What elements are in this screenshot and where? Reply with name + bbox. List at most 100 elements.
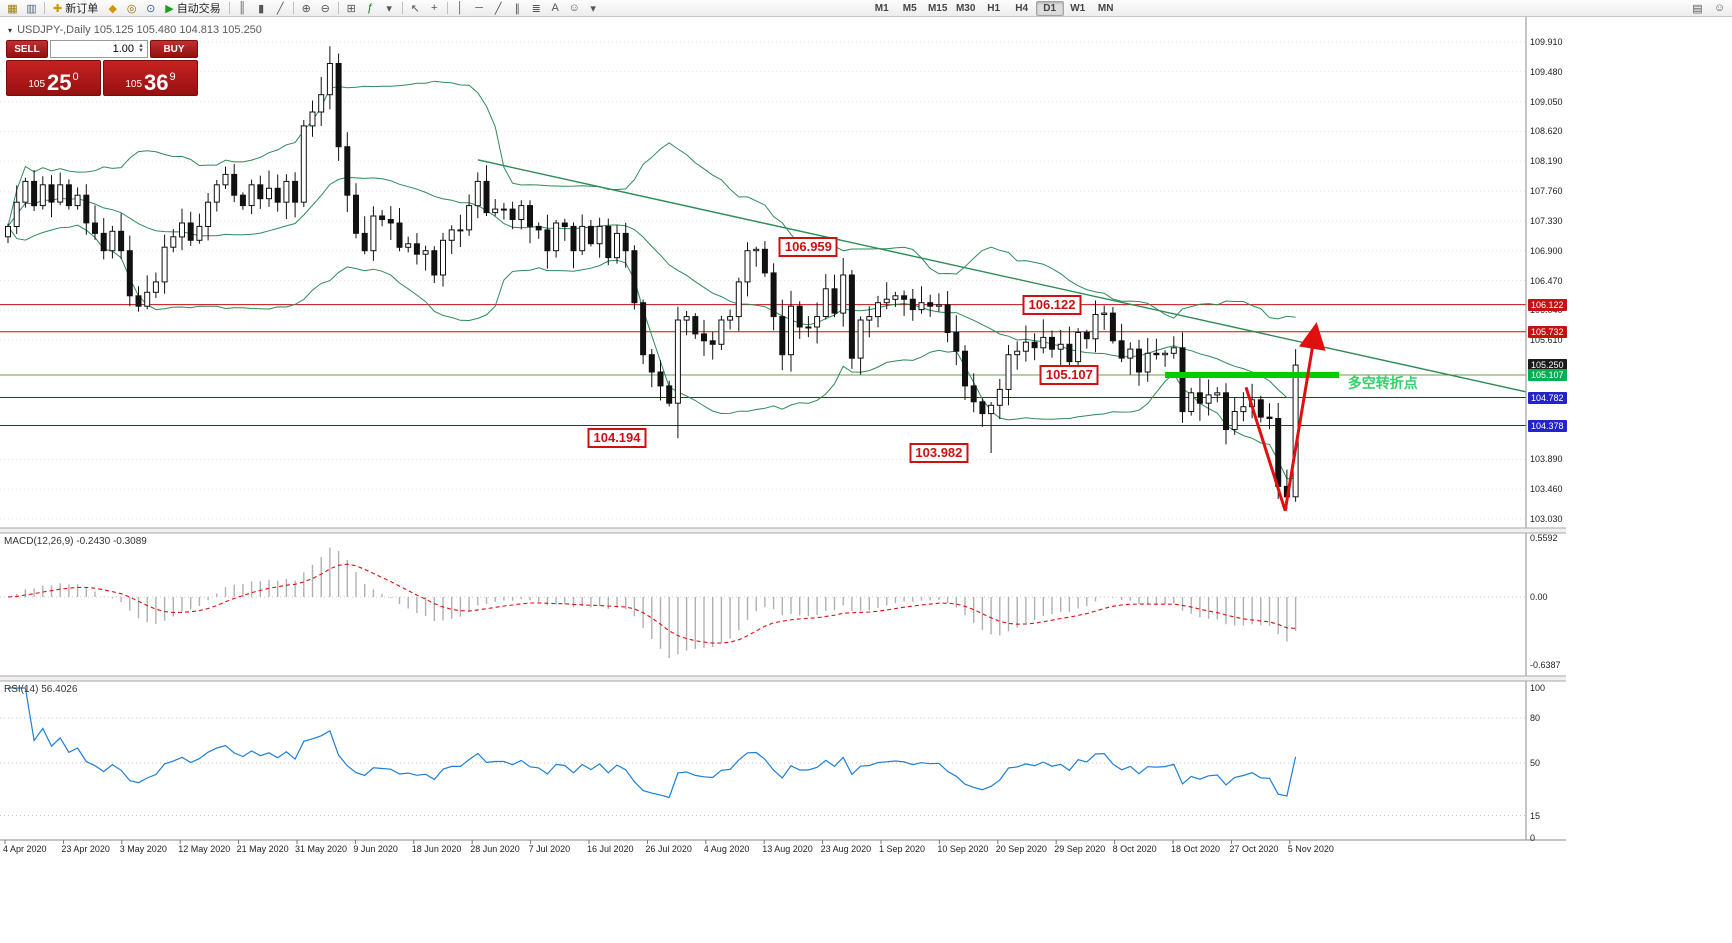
line-chart-icon[interactable]: ╱: [271, 1, 290, 16]
one-click-collapse-icon[interactable]: ▾: [8, 26, 13, 35]
community-icon[interactable]: ☺: [1713, 2, 1726, 14]
symbol-icon[interactable]: ◆: [103, 1, 122, 16]
arrows-icon-glyph-icon: ☺: [568, 2, 580, 14]
sell-price-button[interactable]: 105 25 0: [6, 60, 101, 96]
timeframe-h4[interactable]: H4: [1015, 2, 1029, 14]
rsi-graphics: [0, 687, 1526, 816]
spinner-up-icon[interactable]: ▲: [138, 43, 144, 49]
vertical-line-icon-glyph-icon: │: [456, 2, 464, 14]
v-reversal-arrow[interactable]: [1244, 322, 1326, 512]
volume-spinner[interactable]: ▲ ▼: [138, 43, 144, 54]
volume-value: 1.00: [112, 43, 135, 55]
timeframe-h1[interactable]: H1: [987, 2, 1001, 14]
horizontal-line-icon-glyph-icon: ─: [475, 2, 484, 14]
drawing-dropdown-icon[interactable]: ▾: [584, 1, 603, 16]
horizontal-line-icon[interactable]: ─: [470, 1, 489, 16]
spinner-down-icon[interactable]: ▼: [138, 48, 144, 54]
toolbar-separator: [44, 2, 45, 14]
toolbar-right-group: ▤ ☺: [1688, 1, 1729, 16]
candlestick-chart-icon[interactable]: ▮: [252, 1, 271, 16]
charts-icon[interactable]: ▦: [3, 1, 22, 16]
sell-price-sup: 0: [72, 71, 79, 83]
history-icon[interactable]: ⊙: [141, 1, 160, 16]
volume-field[interactable]: 1.00 ▲ ▼: [50, 40, 148, 58]
chart-title: ▾ USDJPY-,Daily 105.125 105.480 104.813 …: [8, 24, 262, 36]
tile-windows-icon[interactable]: ⊞: [342, 1, 361, 16]
timeframe-m1[interactable]: M1: [874, 2, 889, 14]
trendline-icon-glyph-icon: ╱: [494, 2, 502, 15]
buy-price-prefix: 105: [125, 79, 143, 90]
bar-chart-icon[interactable]: ║: [233, 1, 252, 16]
panel-splitter[interactable]: [0, 528, 1566, 533]
buy-button[interactable]: BUY: [150, 40, 198, 58]
one-click-trading-panel: SELL 1.00 ▲ ▼ BUY 105 25 0 105 36 9: [6, 40, 198, 96]
symbol-icon-glyph-icon: ◆: [108, 2, 117, 15]
charts-icon-glyph-icon: ▦: [7, 2, 18, 15]
timeframe-w1[interactable]: W1: [1070, 2, 1086, 14]
horizontal-level-lines[interactable]: [0, 304, 1526, 426]
rsi-indicator-label: RSI(14) 56.4026: [4, 684, 78, 695]
pivot-annotation-text[interactable]: 多空转折点: [1347, 375, 1418, 392]
buy-price-main: 36: [144, 70, 169, 95]
arrows-icon[interactable]: ☺: [565, 1, 584, 16]
indicators-icon[interactable]: ƒ: [361, 1, 380, 16]
bar-chart-icon-glyph-icon: ║: [238, 2, 247, 14]
auto-trading-button-label: 自动交易: [176, 3, 221, 15]
macd-indicator-label: MACD(12,26,9) -0.2430 -0.3089: [4, 536, 147, 547]
crosshair-icon[interactable]: +: [425, 1, 444, 16]
panel-splitter[interactable]: [0, 676, 1566, 681]
tile-windows-icon-glyph-icon: ⊞: [346, 2, 356, 15]
candlestick-chart-icon-glyph-icon: ▮: [258, 2, 265, 15]
buy-price-sup: 9: [169, 71, 176, 83]
fibonacci-icon-glyph-icon: ≣: [531, 2, 541, 15]
text-label-icon-glyph-icon: A: [551, 2, 559, 14]
ohlc-values: 105.125 105.480 104.813 105.250: [93, 24, 262, 36]
timeframe-m30[interactable]: M30: [955, 2, 976, 14]
new-order-glyph-icon: ✚: [53, 2, 63, 15]
auto-trading-button[interactable]: ▶ 自动交易: [160, 1, 225, 16]
sell-price-prefix: 105: [28, 79, 46, 90]
cursor-icon[interactable]: ↖: [406, 1, 425, 16]
sell-price-main: 25: [47, 70, 72, 95]
cursor-icon-glyph-icon: ↖: [410, 2, 420, 15]
timeframe-mn[interactable]: MN: [1097, 2, 1114, 14]
zoom-out-icon-glyph-icon: ⊖: [320, 2, 330, 15]
market-watch-icon[interactable]: ◎: [122, 1, 141, 16]
window-list-icon[interactable]: ▤: [1692, 2, 1703, 15]
sell-button[interactable]: SELL: [6, 40, 48, 58]
toolbar: ▦ ▥ ✚ 新订单 ◆ ◎ ⊙ ▶ 自动交易 ║ ▮ ╱ ⊕ ⊖ ⊞ ƒ ▾ ↖ + │ ─ ╱ ∥ ≣ A ☺ ▾ M1 M5 M15 M…: [0, 0, 1732, 17]
timeframe-group: M1 M5 M15 M30 H1 H4 D1 W1 MN: [868, 0, 1120, 16]
zoom-in-icon[interactable]: ⊕: [297, 1, 316, 16]
drawing-dropdown-icon-glyph-icon: ▾: [590, 2, 596, 15]
toolbar-separator: [401, 2, 403, 14]
timeframe-d1[interactable]: D1: [1035, 0, 1064, 16]
buy-price-button[interactable]: 105 36 9: [103, 60, 198, 96]
toolbar-separator: [446, 2, 448, 14]
bollinger-bands: [7, 80, 1296, 480]
new-order-button[interactable]: ✚ 新订单: [48, 1, 103, 16]
zoom-out-icon[interactable]: ⊖: [316, 1, 335, 16]
zoom-in-icon-glyph-icon: ⊕: [301, 2, 311, 15]
trendline-icon[interactable]: ╱: [489, 1, 508, 16]
timeframe-m5[interactable]: M5: [902, 2, 917, 14]
text-label-icon[interactable]: A: [546, 1, 565, 16]
macd-graphics: [0, 547, 1526, 658]
equidistant-channel-icon-glyph-icon: ∥: [514, 2, 520, 15]
history-icon-glyph-icon: ⊙: [146, 2, 156, 15]
fibonacci-icon[interactable]: ≣: [527, 1, 546, 16]
profile-icon-glyph-icon: ▥: [26, 2, 37, 15]
vertical-line-icon[interactable]: │: [451, 1, 470, 16]
descending-trendline: [477, 159, 1526, 393]
chart-drawings[interactable]: [477, 159, 1531, 512]
candlestick-series: [5, 46, 1299, 509]
timeframe-m15[interactable]: M15: [927, 2, 948, 14]
profile-icon[interactable]: ▥: [22, 1, 41, 16]
equidistant-channel-icon[interactable]: ∥: [508, 1, 527, 16]
line-chart-icon-glyph-icon: ╱: [276, 2, 284, 15]
panel-frames: [0, 17, 1566, 844]
indicators-dropdown-icon-glyph-icon: ▾: [386, 2, 392, 15]
auto-trading-glyph-icon: ▶: [165, 2, 174, 15]
indicators-dropdown-icon[interactable]: ▾: [380, 1, 399, 16]
toolbar-separator: [228, 2, 230, 14]
